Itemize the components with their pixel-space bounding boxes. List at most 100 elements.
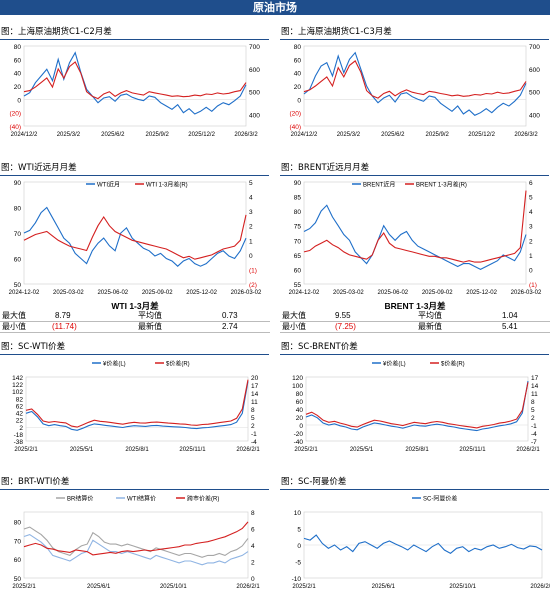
y-left-tick-label: 102: [12, 389, 23, 396]
x-tick-label: 2025/11/1: [179, 447, 206, 453]
series-line: [23, 533, 249, 566]
y-right-tick-label: 400: [249, 113, 260, 120]
x-tick-label: 2024-12-02: [289, 290, 320, 296]
wti-stats-table: WTI 1-3月差 最大值 8.79 平均值 0.73 最小值 (11.74) …: [0, 300, 270, 336]
y-left-tick-label: 50: [14, 576, 22, 583]
y-left-tick-label: -10: [292, 576, 302, 583]
y-right-tick-label: 4: [529, 209, 533, 216]
y-right-tick-label: (1): [249, 267, 257, 274]
y-left-tick-label: 20: [14, 84, 22, 91]
series-line: [23, 51, 247, 115]
panel-title-sc-brent: 图：SC-BRENT价差: [280, 341, 549, 355]
legend-label: $价差(R): [166, 360, 190, 368]
brent-avg-label: 平均值: [418, 311, 442, 320]
legend-label: BR结算价: [67, 495, 93, 503]
x-tick-label: 2025/5/1: [70, 447, 94, 453]
legend-label: WTI近月: [97, 181, 120, 189]
y-left-tick-label: 40: [296, 407, 304, 414]
legend-label: WTI结算价: [127, 495, 156, 503]
y-left-tick-label: 85: [294, 195, 302, 202]
y-left-tick-label: 0: [17, 97, 21, 104]
y-left-tick-label: -5: [295, 560, 301, 567]
x-tick-label: 2026/3/2: [234, 132, 258, 138]
brent-stats-title: BRENT 1-3月差: [384, 301, 446, 311]
y-right-tick-label: 4: [251, 543, 255, 550]
y-right-tick-label: 2: [249, 224, 253, 231]
y-right-tick-label: 2: [531, 415, 535, 422]
y-left-tick-label: 22: [16, 418, 24, 425]
wti-last-label: 最新值: [138, 322, 162, 331]
y-right-tick-label: 11: [531, 391, 538, 398]
y-right-tick-label: 0: [249, 253, 253, 260]
panel-title-sc-c1c2: 图：上海原油期货C1-C2月差: [0, 26, 269, 40]
y-left-tick-label: 0: [297, 97, 301, 104]
plot-area: [303, 45, 527, 127]
wti-stats-title: WTI 1-3月差: [111, 301, 159, 311]
x-tick-label: 2025-03-02: [53, 290, 84, 296]
y-left-tick-label: 20: [294, 84, 302, 91]
y-left-tick-label: 10: [294, 510, 302, 517]
y-right-tick-label: 500: [529, 90, 540, 97]
series-line: [303, 60, 527, 99]
panel-title-wti-spread: 图：WTI近远月月差: [0, 162, 269, 176]
x-tick-label: 2025/11/1: [459, 447, 486, 453]
y-left-tick-label: 62: [16, 403, 24, 410]
x-tick-label: 2026/3/2: [514, 132, 538, 138]
x-tick-label: 2024/12/2: [11, 132, 38, 138]
y-left-tick-label: 50: [14, 282, 22, 289]
y-left-tick-label: (20): [9, 111, 21, 118]
x-tick-label: 2025/10/1: [449, 584, 476, 590]
y-right-tick-label: 3: [249, 209, 253, 216]
y-right-tick-label: 8: [251, 510, 255, 517]
wti-max-label: 最大值: [2, 311, 26, 320]
series-line: [305, 382, 529, 429]
wti-stats-row-2: 最小值 (11.74) 最新值 2.74: [0, 322, 270, 333]
x-tick-label: 2025/6/1: [87, 584, 111, 590]
x-tick-label: 2025/2/1: [12, 584, 36, 590]
x-tick-label: 2025/3/2: [337, 132, 361, 138]
x-tick-label: 2025/2/1: [14, 447, 38, 453]
y-right-tick-label: 5: [529, 195, 533, 202]
x-tick-label: 2025/6/2: [101, 132, 125, 138]
series-line: [23, 526, 249, 558]
brent-stats-table: BRENT 1-3月差 最大值 9.55 平均值 1.04 最小值 (7.25)…: [280, 300, 550, 336]
x-tick-label: 2025/6/1: [372, 584, 396, 590]
y-left-tick-label: 20: [296, 415, 304, 422]
panel-title-brent-spread: 图：BRENT近远月月差: [280, 162, 549, 176]
y-left-tick-label: 70: [294, 238, 302, 245]
brent-last-label: 最新值: [418, 322, 442, 331]
panel-title-sc-wti: 图：SC-WTI价差: [0, 341, 269, 355]
y-right-tick-label: 500: [249, 90, 260, 97]
y-left-tick-label: 60: [14, 57, 22, 64]
y-right-tick-label: 5: [251, 415, 255, 422]
brent-stats-row-2: 最小值 (7.25) 最新值 5.41: [280, 322, 550, 333]
y-left-tick-label: 60: [14, 257, 22, 264]
plot-area: [23, 511, 249, 579]
y-left-tick-label: 2: [19, 425, 23, 432]
y-right-tick-label: -4: [251, 439, 257, 446]
y-right-tick-label: 2: [529, 238, 533, 245]
y-left-tick-label: 0: [299, 423, 303, 430]
x-tick-label: 2025-03-02: [333, 290, 364, 296]
chart-brt-wti: 80 70 60 50 8 6 4 2 0 2025/2/1 2025/6/1 2025/10/1 20…: [12, 495, 260, 591]
panel-title-sc-oman: 图：SC-阿曼价差: [280, 476, 549, 490]
legend-label: BRENT近月: [363, 181, 395, 189]
x-tick-label: 2025/9/2: [426, 132, 450, 138]
series-line: [23, 521, 249, 556]
y-left-tick-label: 120: [292, 375, 303, 382]
series-line: [23, 206, 247, 267]
y-left-tick-label: 60: [294, 57, 302, 64]
y-right-tick-label: 2: [251, 423, 255, 430]
y-right-tick-label: 2: [251, 560, 255, 567]
x-tick-label: 2025/12/2: [468, 132, 495, 138]
y-left-tick-label: 82: [16, 396, 24, 403]
y-right-tick-label: 5: [531, 407, 535, 414]
y-left-tick-label: 90: [294, 180, 302, 187]
y-right-tick-label: 3: [529, 224, 533, 231]
y-left-tick-label: 80: [14, 44, 22, 51]
x-tick-label: 2026/2/1: [236, 584, 260, 590]
y-left-tick-label: (20): [289, 111, 301, 118]
